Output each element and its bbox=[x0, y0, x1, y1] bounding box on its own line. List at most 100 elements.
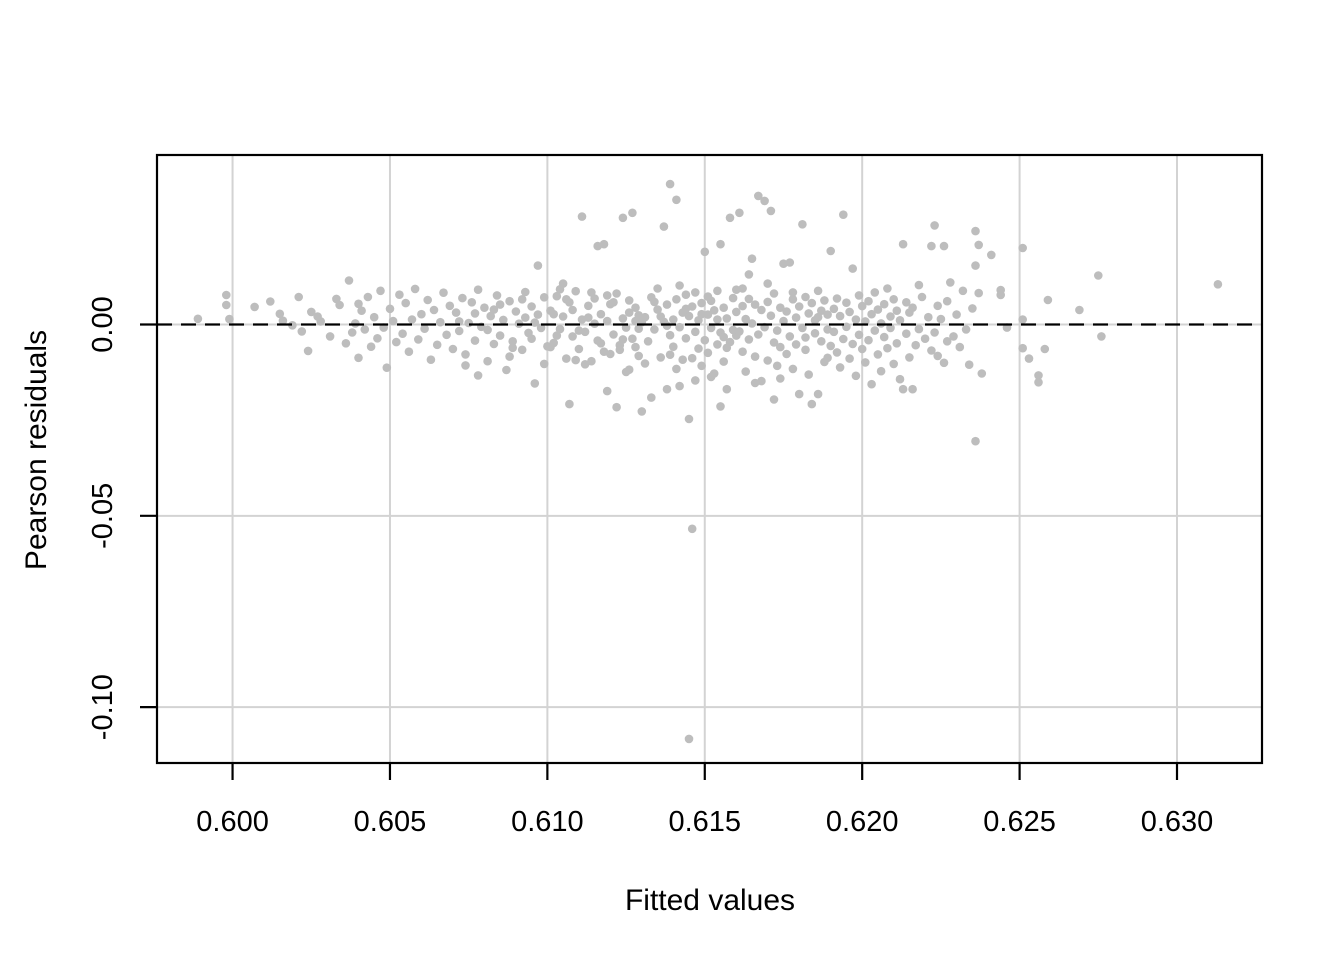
data-point bbox=[744, 294, 754, 304]
data-point bbox=[691, 327, 700, 337]
data-point bbox=[656, 353, 665, 362]
data-point bbox=[486, 311, 496, 321]
data-point bbox=[584, 313, 593, 322]
data-point bbox=[602, 291, 612, 300]
data-point bbox=[788, 364, 798, 374]
data-point bbox=[505, 296, 514, 306]
data-point bbox=[675, 322, 684, 332]
data-point bbox=[902, 298, 911, 307]
data-point bbox=[647, 393, 656, 402]
data-point bbox=[738, 347, 747, 357]
data-point bbox=[823, 353, 832, 363]
data-point bbox=[681, 304, 691, 314]
data-point bbox=[347, 328, 357, 337]
data-point bbox=[602, 386, 612, 396]
data-point bbox=[769, 395, 779, 404]
data-point bbox=[533, 310, 543, 319]
data-point bbox=[669, 342, 678, 352]
data-point bbox=[971, 226, 980, 236]
data-point bbox=[410, 284, 420, 294]
data-point bbox=[908, 384, 917, 394]
data-point bbox=[732, 307, 741, 317]
data-point bbox=[794, 302, 804, 311]
data-point bbox=[857, 301, 867, 311]
data-point bbox=[398, 329, 407, 339]
data-point bbox=[839, 210, 848, 219]
data-point bbox=[382, 363, 392, 373]
data-point bbox=[876, 319, 886, 328]
data-point bbox=[971, 261, 980, 270]
data-point bbox=[461, 350, 470, 359]
data-point bbox=[1094, 271, 1103, 280]
data-point bbox=[565, 399, 574, 409]
data-point bbox=[747, 319, 757, 328]
data-point bbox=[867, 379, 876, 389]
data-point bbox=[722, 384, 732, 394]
data-point bbox=[820, 296, 829, 305]
data-point bbox=[917, 292, 927, 302]
data-point bbox=[974, 240, 983, 250]
axis-ticks-and-labels: 0.600 0.605 0.610 0.615 0.620 0.625 0.630 0.00 -… bbox=[87, 296, 1213, 838]
data-point bbox=[974, 288, 983, 298]
data-point bbox=[694, 344, 703, 353]
data-point bbox=[1075, 305, 1084, 315]
data-point bbox=[807, 298, 817, 308]
data-point bbox=[798, 323, 807, 333]
data-point bbox=[709, 306, 719, 315]
data-point bbox=[665, 179, 675, 189]
data-point bbox=[697, 361, 706, 371]
data-point bbox=[432, 340, 442, 350]
data-point bbox=[958, 286, 968, 296]
data-point bbox=[631, 303, 640, 313]
data-point bbox=[864, 335, 873, 345]
data-point bbox=[823, 310, 832, 319]
data-point bbox=[650, 325, 659, 334]
data-point bbox=[376, 286, 385, 296]
data-point bbox=[395, 290, 404, 300]
data-point bbox=[832, 348, 842, 357]
data-point bbox=[691, 288, 700, 297]
data-point bbox=[939, 241, 949, 251]
data-point bbox=[470, 309, 480, 318]
data-point bbox=[867, 309, 876, 319]
data-point bbox=[804, 309, 813, 318]
scatter-points bbox=[193, 179, 1223, 744]
data-point bbox=[776, 374, 785, 383]
data-point bbox=[914, 280, 924, 290]
data-point bbox=[857, 344, 867, 354]
data-point bbox=[791, 340, 801, 349]
data-point bbox=[458, 293, 467, 303]
data-point bbox=[794, 389, 804, 399]
data-point bbox=[826, 246, 835, 256]
data-point bbox=[839, 334, 848, 344]
gridlines bbox=[157, 155, 1262, 763]
data-point bbox=[687, 524, 697, 534]
data-point bbox=[303, 346, 313, 356]
data-point bbox=[530, 318, 540, 327]
data-point bbox=[854, 330, 864, 340]
data-point bbox=[665, 350, 675, 360]
data-point bbox=[813, 312, 823, 322]
data-point bbox=[851, 371, 861, 381]
data-point bbox=[744, 270, 754, 279]
data-point bbox=[719, 303, 728, 313]
y-tick-label: -0.05 bbox=[87, 483, 119, 549]
data-point bbox=[602, 316, 612, 326]
data-point bbox=[351, 319, 360, 328]
data-point bbox=[505, 352, 514, 361]
data-point bbox=[414, 335, 423, 344]
data-point bbox=[817, 306, 826, 316]
data-point bbox=[225, 314, 234, 324]
plot-frame bbox=[155, 153, 1264, 765]
data-point bbox=[1043, 295, 1053, 305]
data-point bbox=[656, 312, 665, 321]
data-point bbox=[536, 323, 546, 333]
data-point bbox=[495, 331, 505, 340]
data-point bbox=[832, 294, 842, 303]
data-point bbox=[527, 334, 536, 344]
data-point bbox=[672, 364, 681, 374]
data-point bbox=[621, 367, 631, 377]
data-point bbox=[574, 326, 584, 335]
y-axis-title: Pearson residuals bbox=[20, 330, 53, 570]
data-point bbox=[722, 343, 732, 353]
